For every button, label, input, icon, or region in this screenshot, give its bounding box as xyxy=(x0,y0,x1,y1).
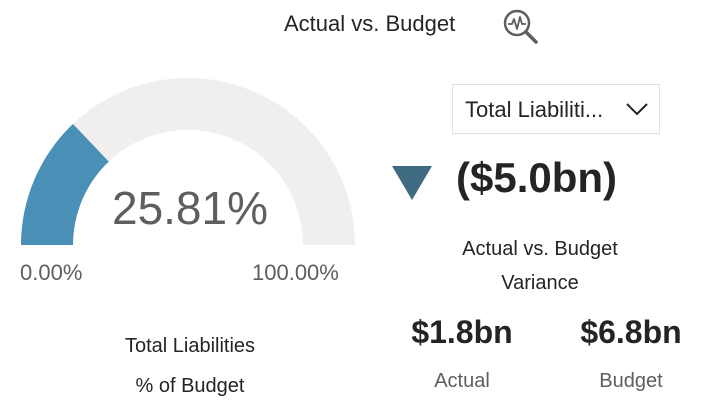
visual-title: Actual vs. Budget xyxy=(284,11,456,36)
gauge-caption: Total Liabilities % of Budget xyxy=(80,326,300,406)
gauge-caption-line2: % of Budget xyxy=(135,375,245,397)
gauge-value: 25.81% xyxy=(111,182,268,234)
gauge-chart xyxy=(21,78,355,245)
variance-value: ($5.0bn) xyxy=(456,154,618,201)
gauge-fill xyxy=(21,123,109,245)
budget-value: $6.8bn xyxy=(580,314,682,350)
analyze-icon[interactable] xyxy=(500,6,542,48)
measure-slicer-dropdown[interactable]: Total Liabiliti... xyxy=(452,84,660,134)
actual-value: $1.8bn xyxy=(411,314,513,350)
gauge-min-label: 0.00% xyxy=(20,260,83,285)
down-triangle-icon xyxy=(392,166,432,200)
actual-label: Actual xyxy=(434,370,490,392)
gauge-max-label: 100.00% xyxy=(252,260,339,285)
slicer-selected-value: Total Liabiliti... xyxy=(465,97,604,122)
variance-caption-line1: Actual vs. Budget xyxy=(462,238,618,260)
budget-label: Budget xyxy=(599,370,663,392)
chevron-down-icon xyxy=(626,103,648,116)
gauge-caption-line1: Total Liabilities xyxy=(124,335,256,357)
variance-caption-line2: Variance xyxy=(501,272,579,294)
gauge-track xyxy=(21,78,355,245)
variance-caption: Actual vs. Budget Variance xyxy=(440,232,640,300)
